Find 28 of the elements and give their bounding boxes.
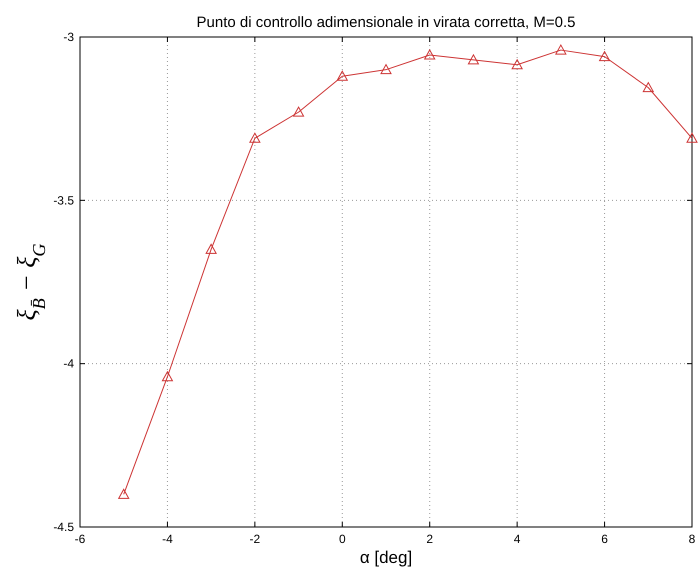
- point: [380, 64, 392, 74]
- point: [642, 82, 654, 92]
- y-tick-label: -3.5: [53, 193, 74, 208]
- x-tick-label: 4: [514, 532, 521, 546]
- x-tick-label: 0: [338, 532, 346, 546]
- point: [512, 59, 523, 70]
- point: [118, 488, 130, 499]
- x-axis-title: α [deg]: [360, 548, 412, 567]
- y-tick-label: -4: [63, 356, 74, 371]
- x-tick-label: 2: [426, 532, 434, 546]
- point: [162, 371, 173, 382]
- point: [206, 244, 217, 254]
- point: [293, 106, 304, 117]
- point: [468, 54, 479, 64]
- y-tick-label: -4.5: [53, 520, 74, 534]
- x-tick-label: -6: [74, 532, 86, 546]
- chart-title: Punto di controllo adimensionale in virata corretta, M=0.5: [196, 14, 576, 31]
- x-tick-label: -2: [250, 532, 261, 546]
- point: [555, 44, 566, 55]
- point: [336, 70, 348, 81]
- x-tick-label: 8: [688, 532, 696, 546]
- point: [599, 51, 610, 62]
- x-tick-label: -4: [162, 532, 174, 546]
- y-tick-label: -3: [63, 30, 74, 44]
- point: [249, 132, 260, 143]
- x-tick-label: 6: [601, 532, 608, 546]
- point: [686, 132, 698, 143]
- point: [424, 49, 436, 60]
